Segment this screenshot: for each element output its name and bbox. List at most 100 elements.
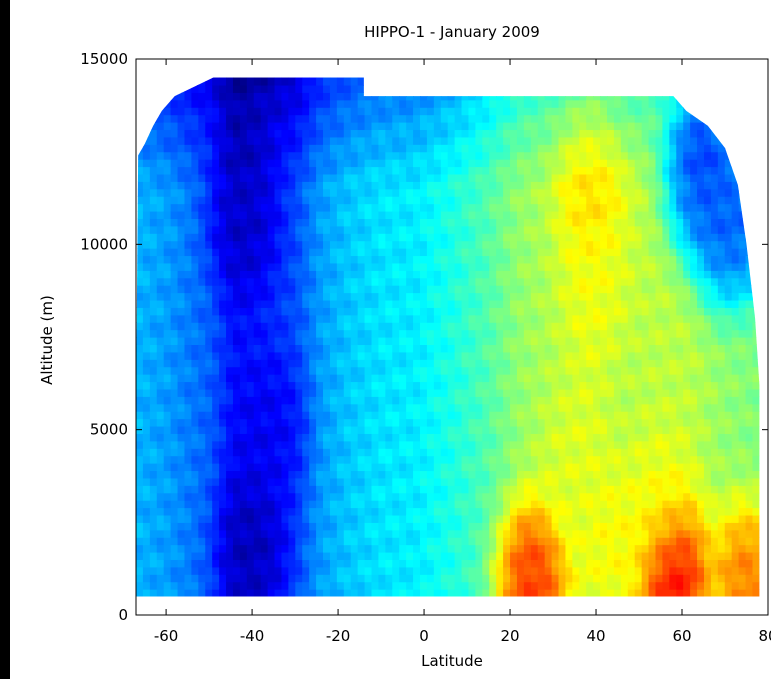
heatmap-cell: [413, 551, 421, 560]
heatmap-cell: [267, 344, 276, 353]
heatmap-cell: [364, 255, 373, 264]
heatmap-cell: [309, 136, 317, 145]
heatmap-cell: [620, 381, 629, 390]
heatmap-cell: [565, 374, 573, 383]
heatmap-cell: [295, 544, 303, 553]
heatmap-cell: [191, 403, 199, 412]
heatmap-cell: [309, 514, 317, 523]
heatmap-cell: [558, 463, 567, 472]
heatmap-cell: [163, 122, 172, 131]
heatmap-cell: [426, 396, 435, 405]
heatmap-cell: [364, 366, 373, 375]
heatmap-cell: [503, 403, 511, 412]
heatmap-cell: [136, 181, 144, 190]
heatmap-cell: [461, 544, 470, 553]
heatmap-cell: [198, 285, 206, 294]
heatmap-cell: [281, 248, 289, 257]
heatmap-cell: [468, 210, 477, 219]
heatmap-cell: [579, 574, 587, 583]
heatmap-cell: [170, 262, 179, 271]
heatmap-cell: [558, 551, 567, 560]
heatmap-cell: [523, 262, 532, 271]
heatmap-cell: [586, 507, 594, 516]
heatmap-cell: [523, 396, 532, 405]
heatmap-cell: [246, 455, 255, 464]
heatmap-cell: [309, 188, 317, 197]
heatmap-cell: [219, 107, 227, 116]
heatmap-cell: [336, 551, 345, 560]
heatmap-cell: [468, 322, 477, 331]
heatmap-cell: [406, 225, 414, 234]
heatmap-cell: [620, 440, 629, 449]
heatmap-cell: [440, 351, 449, 360]
heatmap-cell: [149, 225, 158, 234]
heatmap-cell: [149, 448, 158, 457]
heatmap-cell: [385, 485, 393, 494]
heatmap-cell: [510, 114, 518, 123]
heatmap-cell: [551, 463, 560, 472]
heatmap-cell: [170, 574, 179, 583]
heatmap-cell: [350, 344, 359, 353]
heatmap-cell: [323, 559, 331, 568]
heatmap-cell: [600, 151, 608, 160]
heatmap-cell: [406, 448, 414, 457]
heatmap-cell: [170, 285, 179, 294]
heatmap-cell: [246, 210, 255, 219]
heatmap-cell: [385, 173, 393, 182]
heatmap-cell: [378, 99, 386, 108]
heatmap-cell: [239, 136, 248, 145]
heatmap-cell: [219, 314, 227, 323]
heatmap-cell: [295, 255, 303, 264]
heatmap-cell: [433, 225, 442, 234]
heatmap-cell: [579, 463, 587, 472]
heatmap-cell: [212, 166, 220, 175]
heatmap-cell: [413, 366, 421, 375]
heatmap-cell: [267, 463, 276, 472]
heatmap-cell: [489, 129, 497, 138]
heatmap-cell: [295, 589, 303, 597]
heatmap-cell: [149, 559, 158, 568]
heatmap-cell: [350, 292, 359, 301]
heatmap-cell: [620, 196, 629, 205]
heatmap-cell: [489, 455, 497, 464]
heatmap-cell: [627, 581, 636, 590]
heatmap-cell: [523, 277, 532, 286]
heatmap-cell: [239, 225, 248, 234]
heatmap-cell: [253, 196, 262, 205]
heatmap-cell: [142, 136, 151, 145]
heatmap-cell: [198, 425, 206, 434]
heatmap-cell: [579, 344, 587, 353]
heatmap-cell: [260, 359, 269, 368]
heatmap-cell: [136, 322, 144, 331]
heatmap-cell: [399, 551, 407, 560]
heatmap-cell: [613, 114, 622, 123]
heatmap-cell: [530, 470, 539, 479]
heatmap-cell: [226, 403, 234, 412]
heatmap-cell: [572, 144, 580, 153]
heatmap-cell: [537, 581, 546, 590]
heatmap-cell: [336, 248, 345, 257]
heatmap-cell: [433, 285, 442, 294]
heatmap-cell: [516, 500, 525, 509]
heatmap-cell: [419, 551, 428, 560]
heatmap-cell: [385, 307, 393, 316]
heatmap-cell: [177, 218, 186, 227]
heatmap-cell: [572, 418, 580, 427]
heatmap-cell: [392, 159, 400, 168]
heatmap-cell: [205, 322, 213, 331]
heatmap-cell: [468, 581, 477, 590]
heatmap-cell: [558, 114, 567, 123]
heatmap-cell: [433, 262, 442, 271]
heatmap-cell: [198, 122, 206, 131]
heatmap-cell: [343, 344, 352, 353]
heatmap-cell: [253, 203, 262, 212]
heatmap-cell: [565, 188, 573, 197]
heatmap-cell: [295, 107, 303, 116]
heatmap-cell: [516, 537, 525, 546]
heatmap-cell: [302, 166, 310, 175]
heatmap-cell: [565, 307, 573, 316]
heatmap-cell: [336, 500, 345, 509]
heatmap-cell: [558, 470, 567, 479]
heatmap-cell: [447, 277, 456, 286]
heatmap-cell: [156, 522, 165, 531]
